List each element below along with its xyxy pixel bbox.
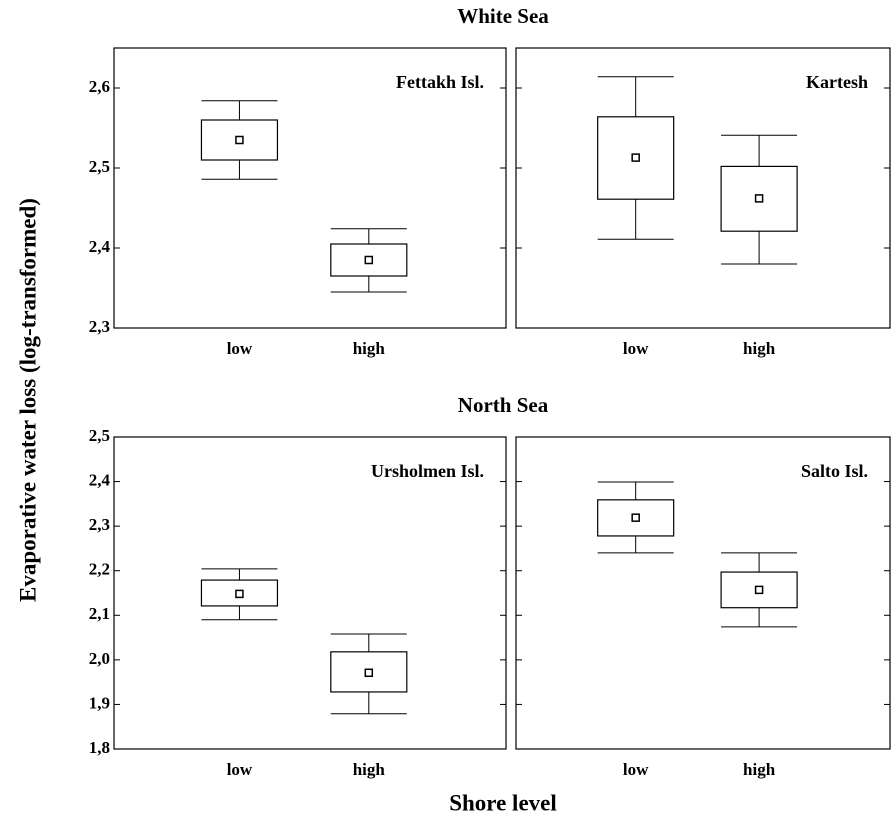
x-tick-label: high: [353, 339, 386, 358]
panel-frame: [113, 47, 507, 329]
mean-marker: [364, 255, 374, 265]
mean-marker: [754, 585, 764, 595]
y-axis-label: Evaporative water loss (log-transformed): [15, 198, 40, 602]
y-tick-label: 2,3: [89, 515, 110, 534]
y-tick-label: 2,1: [89, 604, 110, 623]
x-tick-label: high: [743, 760, 776, 779]
row-title: White Sea: [457, 4, 549, 28]
x-tick-label: low: [623, 339, 649, 358]
mean-marker: [631, 153, 640, 162]
y-tick-label: 2,4: [89, 237, 111, 256]
mean-marker: [754, 194, 764, 203]
y-tick-label: 1,9: [89, 693, 110, 712]
y-tick-label: 2,5: [89, 426, 110, 445]
x-tick-label: high: [353, 760, 386, 779]
y-tick-label: 1,8: [89, 738, 110, 757]
x-tick-label: low: [227, 760, 253, 779]
mean-marker: [631, 513, 640, 522]
y-tick-label: 2,3: [89, 317, 110, 336]
panel-frame: [515, 47, 891, 329]
panel-title: Salto Isl.: [801, 461, 868, 481]
panel-title: Kartesh: [806, 72, 868, 92]
panel-title: Ursholmen Isl.: [371, 461, 484, 481]
y-tick-label: 2,2: [89, 560, 110, 579]
y-tick-label: 2,0: [89, 649, 110, 668]
mean-marker: [235, 589, 244, 599]
row-title: North Sea: [458, 393, 549, 417]
mean-marker: [235, 135, 244, 145]
mean-marker: [364, 668, 374, 678]
panel-title: Fettakh Isl.: [396, 72, 484, 92]
y-tick-label: 2,6: [89, 77, 110, 96]
x-tick-label: low: [227, 339, 253, 358]
panel-frame: [515, 436, 891, 750]
x-tick-label: high: [743, 339, 776, 358]
x-axis-label: Shore level: [449, 790, 557, 815]
y-tick-label: 2,5: [89, 157, 110, 176]
y-tick-label: 2,4: [89, 470, 111, 489]
x-tick-label: low: [623, 760, 649, 779]
panel-frame: [113, 436, 507, 750]
